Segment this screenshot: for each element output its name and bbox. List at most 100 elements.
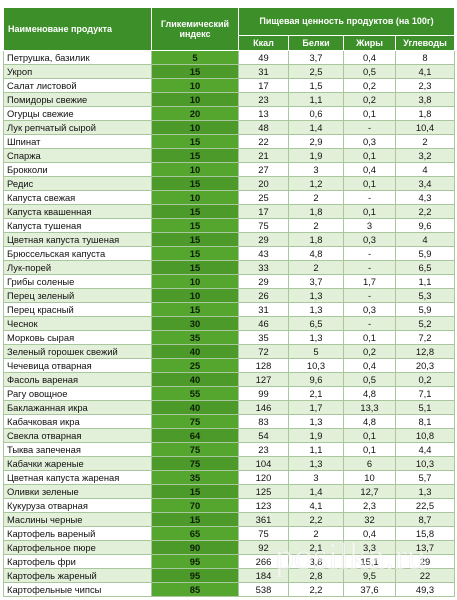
product-name: Зеленый горошек свежий [3,344,152,359]
table-row: Цветная капуста жареная 35 120 3 10 5,7 [3,470,455,485]
product-name: Редис [3,176,152,191]
protein-value: 1,3 [288,414,344,429]
carbs-value: 1,3 [395,484,455,499]
gi-value: 40 [151,344,239,359]
kcal-value: 27 [238,162,289,177]
table-row: Кабачки жареные 75 104 1,3 6 10,3 [3,456,455,471]
carbs-value: 0,2 [395,372,455,387]
carbs-value: 8,7 [395,512,455,527]
fat-value: 0,2 [343,78,396,93]
protein-value: 6,5 [288,316,344,331]
fat-value: 0,2 [343,344,396,359]
gi-value: 35 [151,330,239,345]
carbs-value: 6,5 [395,260,455,275]
product-name: Оливки зеленые [3,484,152,499]
gi-value: 35 [151,470,239,485]
gi-value: 20 [151,106,239,121]
kcal-value: 26 [238,288,289,303]
protein-value: 2,5 [288,64,344,79]
kcal-value: 54 [238,428,289,443]
protein-value: 5 [288,344,344,359]
gi-value: 85 [151,582,239,597]
gi-value: 90 [151,540,239,555]
fat-value: - [343,288,396,303]
protein-value: 1,4 [288,484,344,499]
protein-value: 2,2 [288,582,344,597]
kcal-value: 29 [238,274,289,289]
product-name: Морковь сырая [3,330,152,345]
kcal-value: 29 [238,232,289,247]
protein-value: 1,8 [288,204,344,219]
carbs-value: 10,4 [395,120,455,135]
fat-value: 3 [343,218,396,233]
fat-value: 0,1 [343,428,396,443]
gi-value: 64 [151,428,239,443]
gi-value: 15 [151,218,239,233]
product-name: Капуста квашенная [3,204,152,219]
protein-value: 1,3 [288,456,344,471]
table-row: Маслины черные 15 361 2,2 32 8,7 [3,512,455,527]
fat-value: 0,4 [343,358,396,373]
protein-value: 10,3 [288,358,344,373]
fat-value: - [343,120,396,135]
carbs-value: 2 [395,134,455,149]
table-row: Тыква запеченая 75 23 1,1 0,1 4,4 [3,442,455,457]
gi-value: 15 [151,302,239,317]
header-nutrition: Пищевая ценность продуктов (на 100г) [238,7,455,36]
gi-value: 10 [151,78,239,93]
fat-value: 4,8 [343,414,396,429]
product-name: Картофель фри [3,554,152,569]
gi-value: 30 [151,316,239,331]
table-row: Спаржа 15 21 1,9 0,1 3,2 [3,148,455,163]
table-row: Цветная капуста тушеная 15 29 1,8 0,3 4 [3,232,455,247]
kcal-value: 128 [238,358,289,373]
carbs-value: 5,9 [395,246,455,261]
carbs-value: 20,3 [395,358,455,373]
table-row: Баклажанная икра 40 146 1,7 13,3 5,1 [3,400,455,415]
kcal-value: 49 [238,50,289,65]
product-name: Картофель жареный [3,568,152,583]
product-name: Фасоль вареная [3,372,152,387]
fat-value: 0,4 [343,526,396,541]
kcal-value: 23 [238,442,289,457]
product-name: Помидоры свежие [3,92,152,107]
kcal-value: 266 [238,554,289,569]
fat-value: 0,3 [343,232,396,247]
carbs-value: 3,2 [395,148,455,163]
fat-value: 0,5 [343,372,396,387]
gi-value: 10 [151,162,239,177]
gi-value: 5 [151,50,239,65]
protein-value: 1,3 [288,330,344,345]
protein-value: 1,2 [288,176,344,191]
fat-value: 0,1 [343,176,396,191]
kcal-value: 21 [238,148,289,163]
table-row: Чеснок 30 46 6,5-5,2 [3,316,455,331]
kcal-value: 46 [238,316,289,331]
product-name: Перец красный [3,302,152,317]
table-row: Брокколи 10 27 3 0,4 4 [3,162,455,177]
kcal-value: 31 [238,302,289,317]
gi-value: 40 [151,372,239,387]
product-name: Капуста тушеная [3,218,152,233]
gi-value: 15 [151,148,239,163]
table-row: Картофель фри 95 266 3,8 15,1 29 [3,554,455,569]
protein-value: 1,3 [288,302,344,317]
protein-value: 4,1 [288,498,344,513]
protein-value: 1,7 [288,400,344,415]
gi-value: 65 [151,526,239,541]
product-name: Лук репчатый сырой [3,120,152,135]
product-name: Рагу овощное [3,386,152,401]
table-row: Картофель вареный 65 75 2 0,4 15,8 [3,526,455,541]
fat-value: 6 [343,456,396,471]
product-name: Салат листовой [3,78,152,93]
table-row: Кукуруза отварная 70 123 4,1 2,3 22,5 [3,498,455,513]
kcal-value: 123 [238,498,289,513]
fat-value: 10 [343,470,396,485]
gi-value: 10 [151,92,239,107]
fat-value: 1,7 [343,274,396,289]
fat-value: 0,2 [343,92,396,107]
table-row: Редис 15 20 1,2 0,1 3,4 [3,176,455,191]
protein-value: 1,1 [288,442,344,457]
kcal-value: 125 [238,484,289,499]
product-name: Тыква запеченая [3,442,152,457]
